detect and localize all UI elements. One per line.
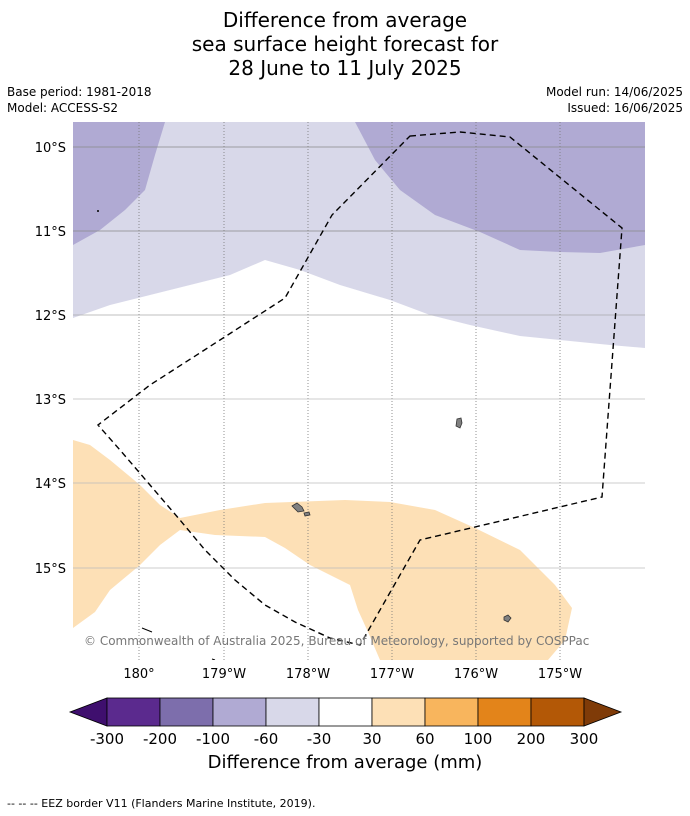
lon-label: 175°W (538, 667, 582, 682)
lon-label: 176°W (454, 667, 498, 682)
lon-label: 180° (123, 667, 154, 682)
colorbar-tick: -200 (143, 730, 177, 748)
meta-right: Model run: 14/06/2025 Issued: 16/06/2025 (546, 84, 683, 116)
colorbar-swatch (477, 697, 532, 727)
lat-label: 15°S (35, 562, 66, 577)
colorbar-tick: -30 (307, 730, 332, 748)
colorbar-tick: 200 (517, 730, 546, 748)
colorbar-tick: 30 (362, 730, 381, 748)
colorbar-swatch (318, 697, 373, 727)
colorbar-swatch (265, 697, 320, 727)
coast-fragment (141, 627, 153, 633)
base-period: Base period: 1981-2018 (7, 85, 152, 99)
map-area: © Commonwealth of Australia 2025, Bureau… (73, 122, 645, 660)
colorbar-tick: -300 (90, 730, 124, 748)
island-south-central (291, 502, 305, 513)
map-title: Difference from average sea surface heig… (0, 8, 690, 80)
island-east (455, 417, 463, 429)
colorbar-swatch (159, 697, 214, 727)
coast-fragment (211, 658, 216, 660)
colorbar-extend-high (583, 697, 623, 727)
issued-date: Issued: 16/06/2025 (567, 101, 683, 115)
lat-label: 14°S (35, 477, 66, 492)
colorbar-tick: 100 (464, 730, 493, 748)
island-dot (97, 210, 99, 212)
colorbar-extend-low (68, 697, 108, 727)
colorbar-label: Difference from average (mm) (207, 752, 483, 773)
title-line-2: sea surface height forecast for (191, 32, 499, 56)
lat-label: 12°S (35, 309, 66, 324)
lat-label: 13°S (35, 393, 66, 408)
colorbar-tick: 300 (570, 730, 599, 748)
colorbar-swatch (212, 697, 267, 727)
lat-label: 10°S (35, 141, 66, 156)
copyright-text: © Commonwealth of Australia 2025, Bureau… (84, 634, 589, 648)
islet-south-central (303, 511, 311, 517)
lon-label: 179°W (202, 667, 246, 682)
colorbar-tick: -60 (254, 730, 279, 748)
colorbar-swatch (530, 697, 585, 727)
lon-label: 177°W (370, 667, 414, 682)
colorbar-swatch (424, 697, 479, 727)
colorbar-tick: 60 (415, 730, 434, 748)
colorbar-swatch (106, 697, 161, 727)
title-line-3: 28 June to 11 July 2025 (228, 56, 462, 80)
model-run: Model run: 14/06/2025 (545, 85, 683, 99)
anomaly-band-m100-m60-east (355, 122, 645, 253)
latitude-labels: 10°S 11°S 12°S 13°S 14°S 15°S (35, 141, 66, 577)
island-southeast (503, 614, 512, 623)
title-line-1: Difference from average (222, 8, 468, 32)
lon-label: 178°W (286, 667, 330, 682)
eez-legend-note: -- -- -- EEZ border V11 (Flanders Marine… (7, 797, 316, 810)
model-name: Model: ACCESS-S2 (7, 101, 119, 115)
lat-label: 11°S (35, 225, 66, 240)
colorbar (68, 697, 623, 727)
anomaly-band-30-60 (73, 440, 572, 660)
colorbar-swatch (371, 697, 426, 727)
colorbar-ticks: -300 -200 -100 -60 -30 30 60 100 200 300 (90, 730, 598, 748)
longitude-labels: 180° 179°W 178°W 177°W 176°W 175°W (123, 667, 582, 682)
meta-left: Base period: 1981-2018 Model: ACCESS-S2 (7, 84, 152, 116)
colorbar-tick: -100 (196, 730, 230, 748)
eez-border (96, 131, 623, 646)
anomaly-band-m100-m60-west (73, 122, 165, 245)
